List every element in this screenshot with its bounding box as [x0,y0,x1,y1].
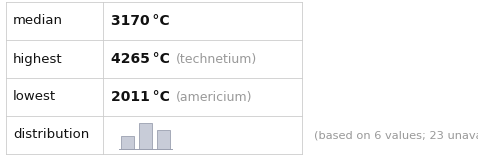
Text: (americium): (americium) [176,91,252,104]
Text: highest: highest [13,52,63,65]
Bar [139,123,152,149]
Text: median: median [13,15,63,28]
Text: distribution: distribution [13,128,89,141]
Text: 3170 °C: 3170 °C [111,14,170,28]
Text: 4265 °C: 4265 °C [111,52,170,66]
Bar [121,136,134,149]
Text: lowest: lowest [13,91,56,104]
Text: 2011 °C: 2011 °C [111,90,170,104]
Text: (technetium): (technetium) [176,52,257,65]
Text: (based on 6 values; 23 unavailable): (based on 6 values; 23 unavailable) [314,130,478,140]
Bar [157,129,170,149]
